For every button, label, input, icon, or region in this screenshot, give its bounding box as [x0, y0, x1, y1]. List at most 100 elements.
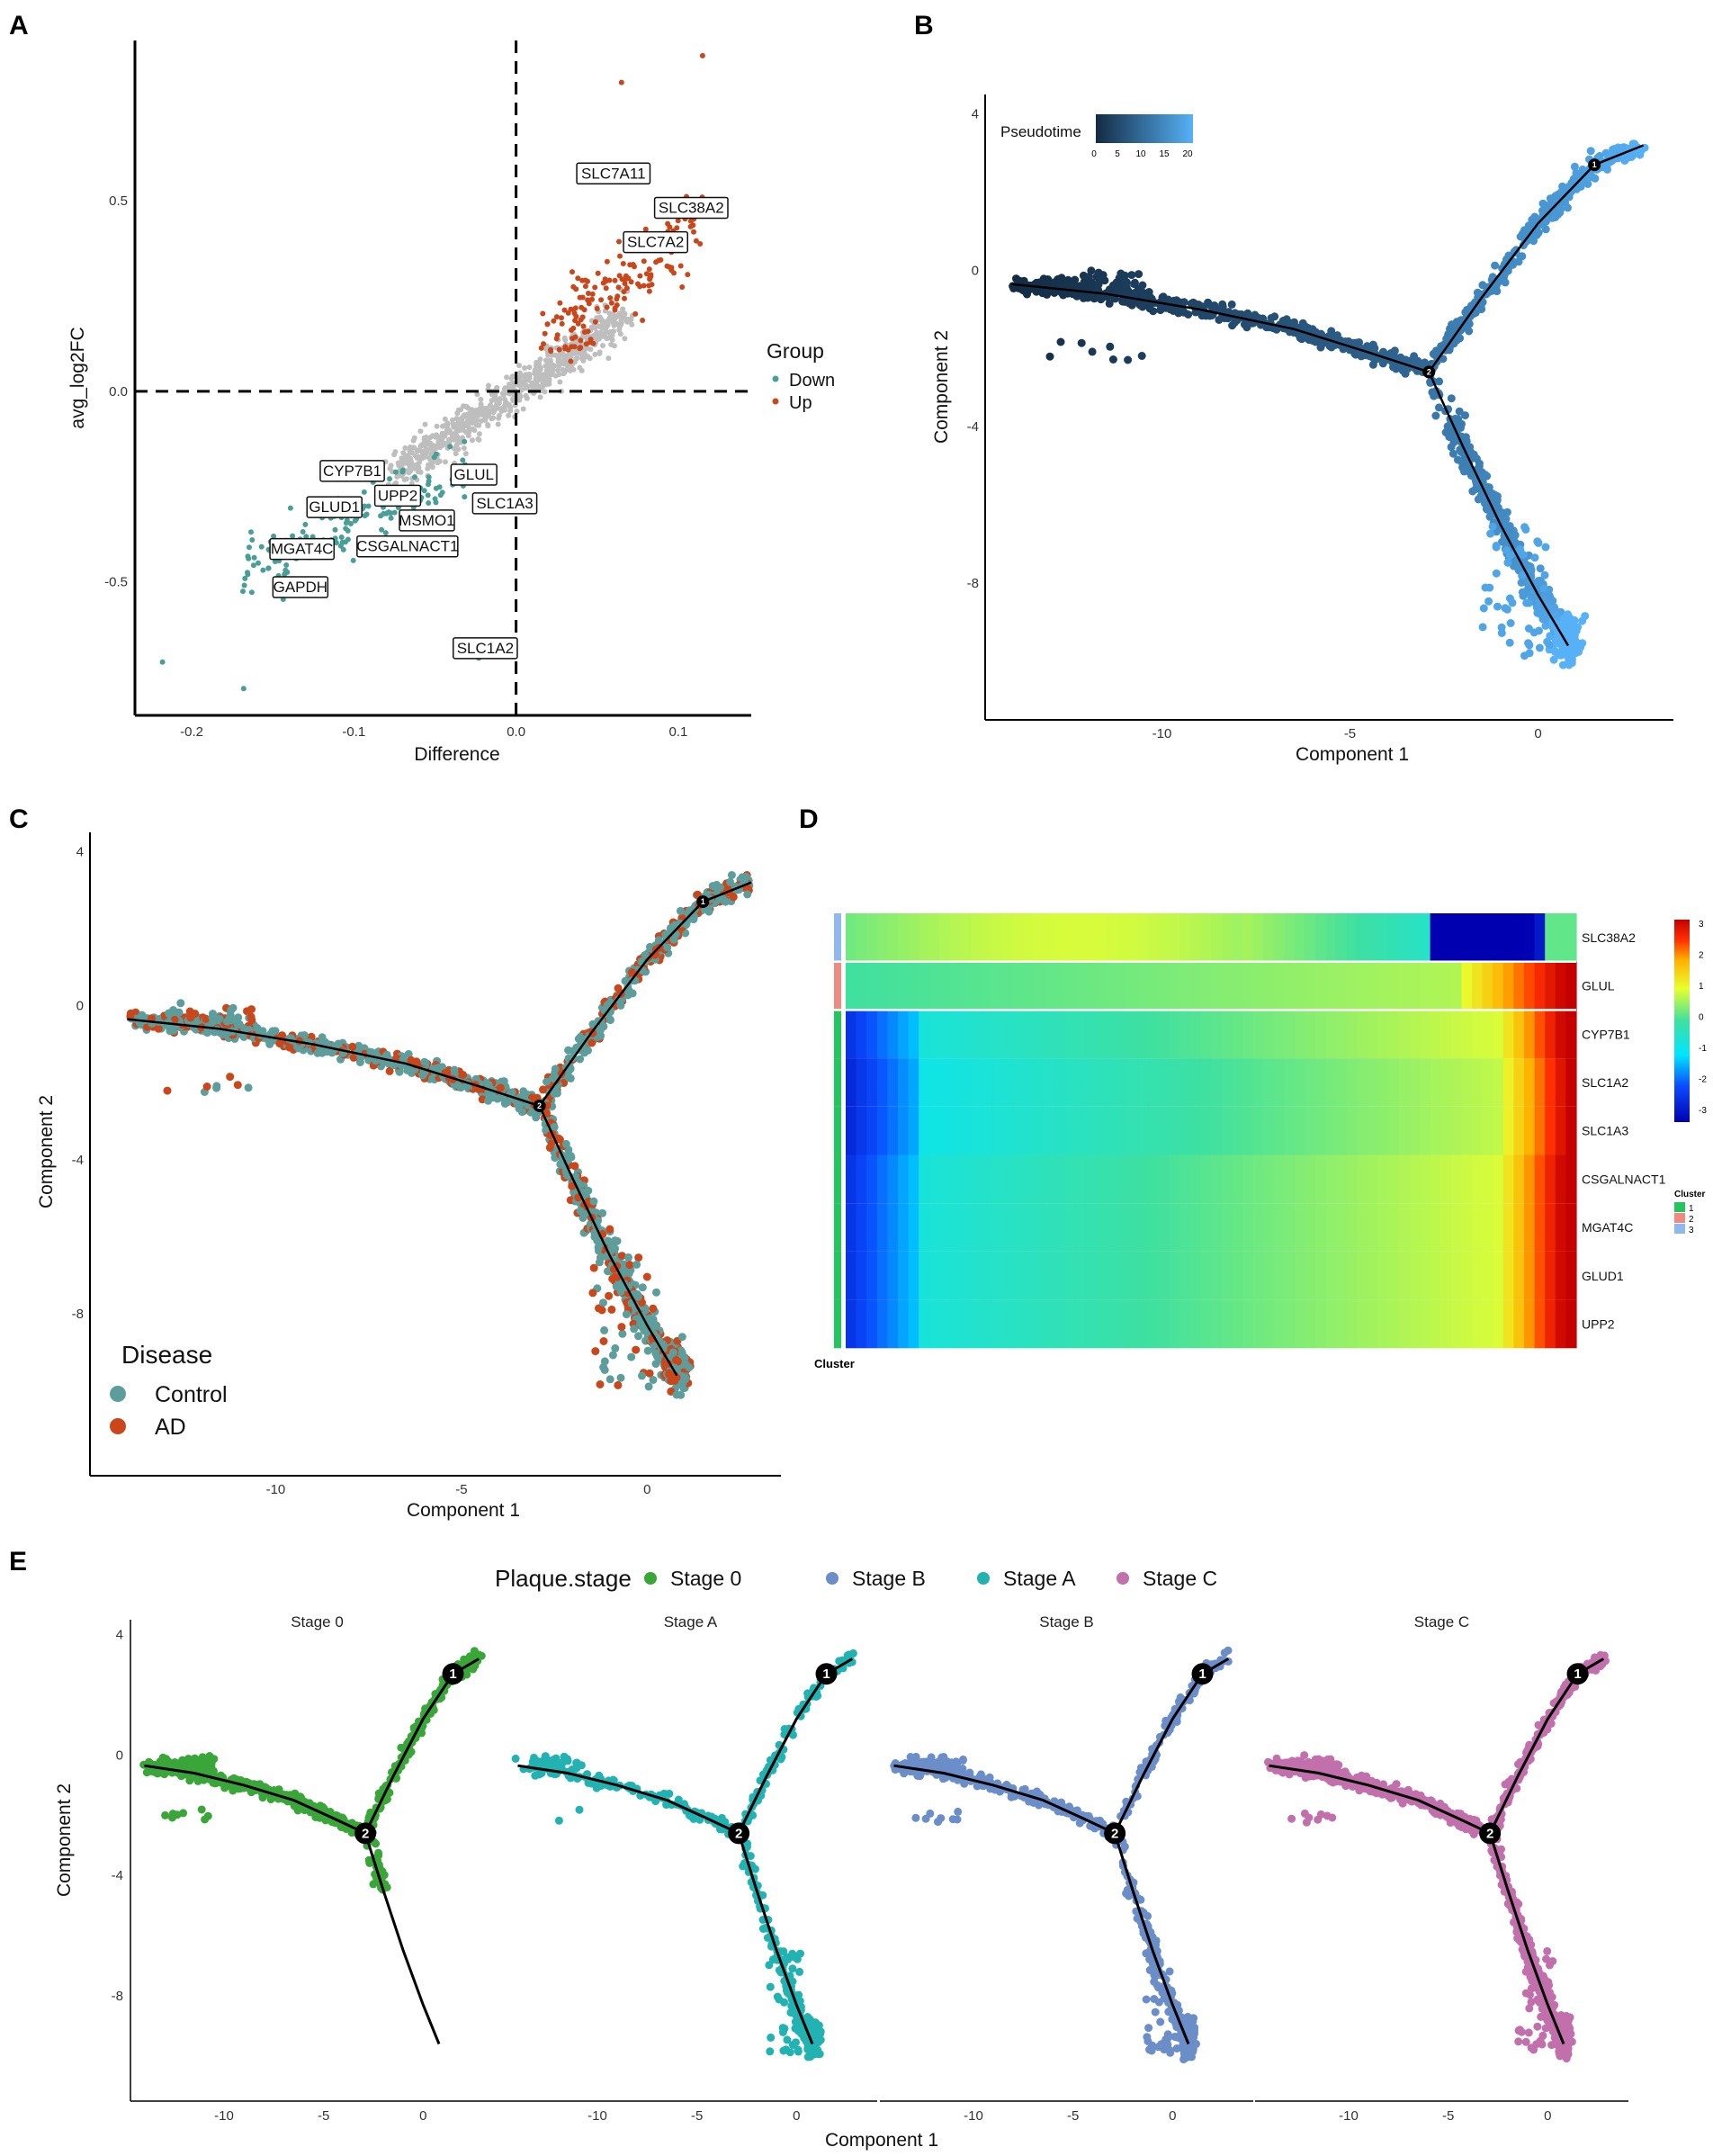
point-down	[382, 530, 389, 536]
cell-point-ad	[233, 1081, 242, 1090]
heatmap-cell	[1033, 1010, 1045, 1059]
heatmap-cell	[960, 1106, 972, 1155]
heatmap-cell	[1023, 1203, 1035, 1252]
cell-point-ad	[545, 1144, 554, 1152]
heatmap-cell	[1398, 1154, 1410, 1204]
heatmap-cell	[1252, 913, 1264, 962]
heatmap-cell	[928, 1154, 940, 1204]
heatmap-cell	[1472, 1106, 1484, 1155]
cell-point-ad	[649, 1304, 658, 1313]
point-outlier	[618, 79, 624, 85]
heatmap-cell	[1493, 1058, 1504, 1107]
point-down	[352, 517, 358, 524]
y-tick-label: -8	[967, 576, 979, 591]
heatmap-cell	[960, 1058, 972, 1107]
heatmap-cell	[1534, 913, 1546, 962]
heatmap-cell	[1555, 1154, 1566, 1204]
heatmap-cell	[1002, 1058, 1014, 1107]
cell-point-control	[223, 1017, 231, 1026]
heatmap-cell	[1524, 961, 1536, 1011]
heatmap-cell	[1263, 1154, 1275, 1204]
heatmap-cell	[1273, 1106, 1285, 1155]
heatmap-cell	[1284, 1010, 1296, 1059]
point-up	[553, 336, 560, 342]
point-up	[557, 300, 563, 306]
heatmap-cell	[1137, 1058, 1149, 1107]
point-up	[622, 281, 628, 287]
point-up	[595, 270, 601, 276]
colorbar-tick: 0	[1091, 149, 1097, 159]
heatmap-cell	[991, 1106, 1003, 1155]
point-up	[592, 284, 598, 291]
cell-point-control	[643, 1346, 652, 1355]
point-neutral	[562, 367, 569, 373]
heatmap-cell	[866, 1154, 878, 1204]
cell-point-control	[649, 1376, 658, 1384]
point-down	[290, 533, 296, 539]
point-up	[578, 337, 584, 344]
heatmap-cell	[1513, 1010, 1525, 1059]
heatmap-cell	[981, 1010, 992, 1059]
cell-point-control	[589, 1197, 598, 1206]
point-neutral	[453, 451, 459, 457]
heatmap-cell	[960, 1154, 972, 1204]
point-neutral	[616, 324, 623, 330]
cell-point-control	[612, 1282, 621, 1291]
heatmap-cell	[1242, 1106, 1253, 1155]
point-up	[677, 263, 684, 269]
cell-point	[1567, 617, 1576, 626]
point-neutral	[425, 465, 431, 472]
point-up	[617, 253, 623, 259]
heatmap-cell	[1033, 913, 1045, 962]
heatmap-cell	[1137, 1010, 1149, 1059]
cell-point	[1524, 639, 1533, 648]
heatmap-cell	[1565, 961, 1577, 1011]
heatmap-cell	[1565, 1106, 1577, 1155]
heatmap-cell	[1189, 1106, 1201, 1155]
heatmap-cell	[1461, 1058, 1473, 1107]
cell-point	[1132, 288, 1141, 297]
heatmap-cell	[1023, 1058, 1035, 1107]
heatmap-cell	[1075, 1203, 1087, 1252]
cell-point	[1398, 366, 1407, 375]
cell-point-control	[599, 1298, 607, 1307]
cell-point-control	[689, 915, 698, 924]
heatmap-cell	[1273, 1154, 1285, 1204]
cell-point-control	[726, 877, 734, 886]
point-down	[251, 554, 257, 561]
heatmap-cell	[1107, 1058, 1118, 1107]
point-up	[604, 304, 610, 310]
cell-point	[1135, 270, 1143, 279]
point-neutral	[612, 313, 618, 319]
point-neutral	[449, 431, 454, 437]
point-down	[248, 589, 255, 596]
cell-point-control	[716, 883, 725, 892]
heatmap-cell	[856, 961, 867, 1011]
heatmap-cell	[1075, 1106, 1087, 1155]
panel-a-y-title: avg_log2FC	[67, 327, 88, 428]
heatmap-cell	[1127, 1203, 1139, 1252]
heatmap-cell	[1263, 913, 1275, 962]
point-neutral	[455, 419, 462, 426]
point-neutral	[597, 329, 604, 336]
panel-d-heatmap	[834, 913, 1577, 1349]
heatmap-cell	[1221, 1058, 1233, 1107]
cell-point-control	[564, 1046, 573, 1055]
point-neutral	[556, 372, 562, 378]
heatmap-cell	[971, 1203, 982, 1252]
point-neutral	[442, 416, 448, 422]
heatmap-cell	[1012, 1010, 1024, 1059]
heatmap-cell	[960, 961, 972, 1011]
point-up	[612, 277, 618, 283]
heatmap-cell	[1409, 1154, 1421, 1204]
point-down	[425, 492, 431, 499]
cell-point	[1478, 623, 1487, 632]
heatmap-cell	[1472, 1058, 1484, 1107]
cell-point	[1179, 308, 1188, 317]
heatmap-cell	[1346, 961, 1358, 1011]
heatmap-cell	[1388, 961, 1400, 1011]
point-up	[606, 277, 613, 283]
heatmap-cell	[981, 1058, 992, 1107]
cell-point	[1502, 546, 1511, 555]
heatmap-cell	[1472, 913, 1484, 962]
